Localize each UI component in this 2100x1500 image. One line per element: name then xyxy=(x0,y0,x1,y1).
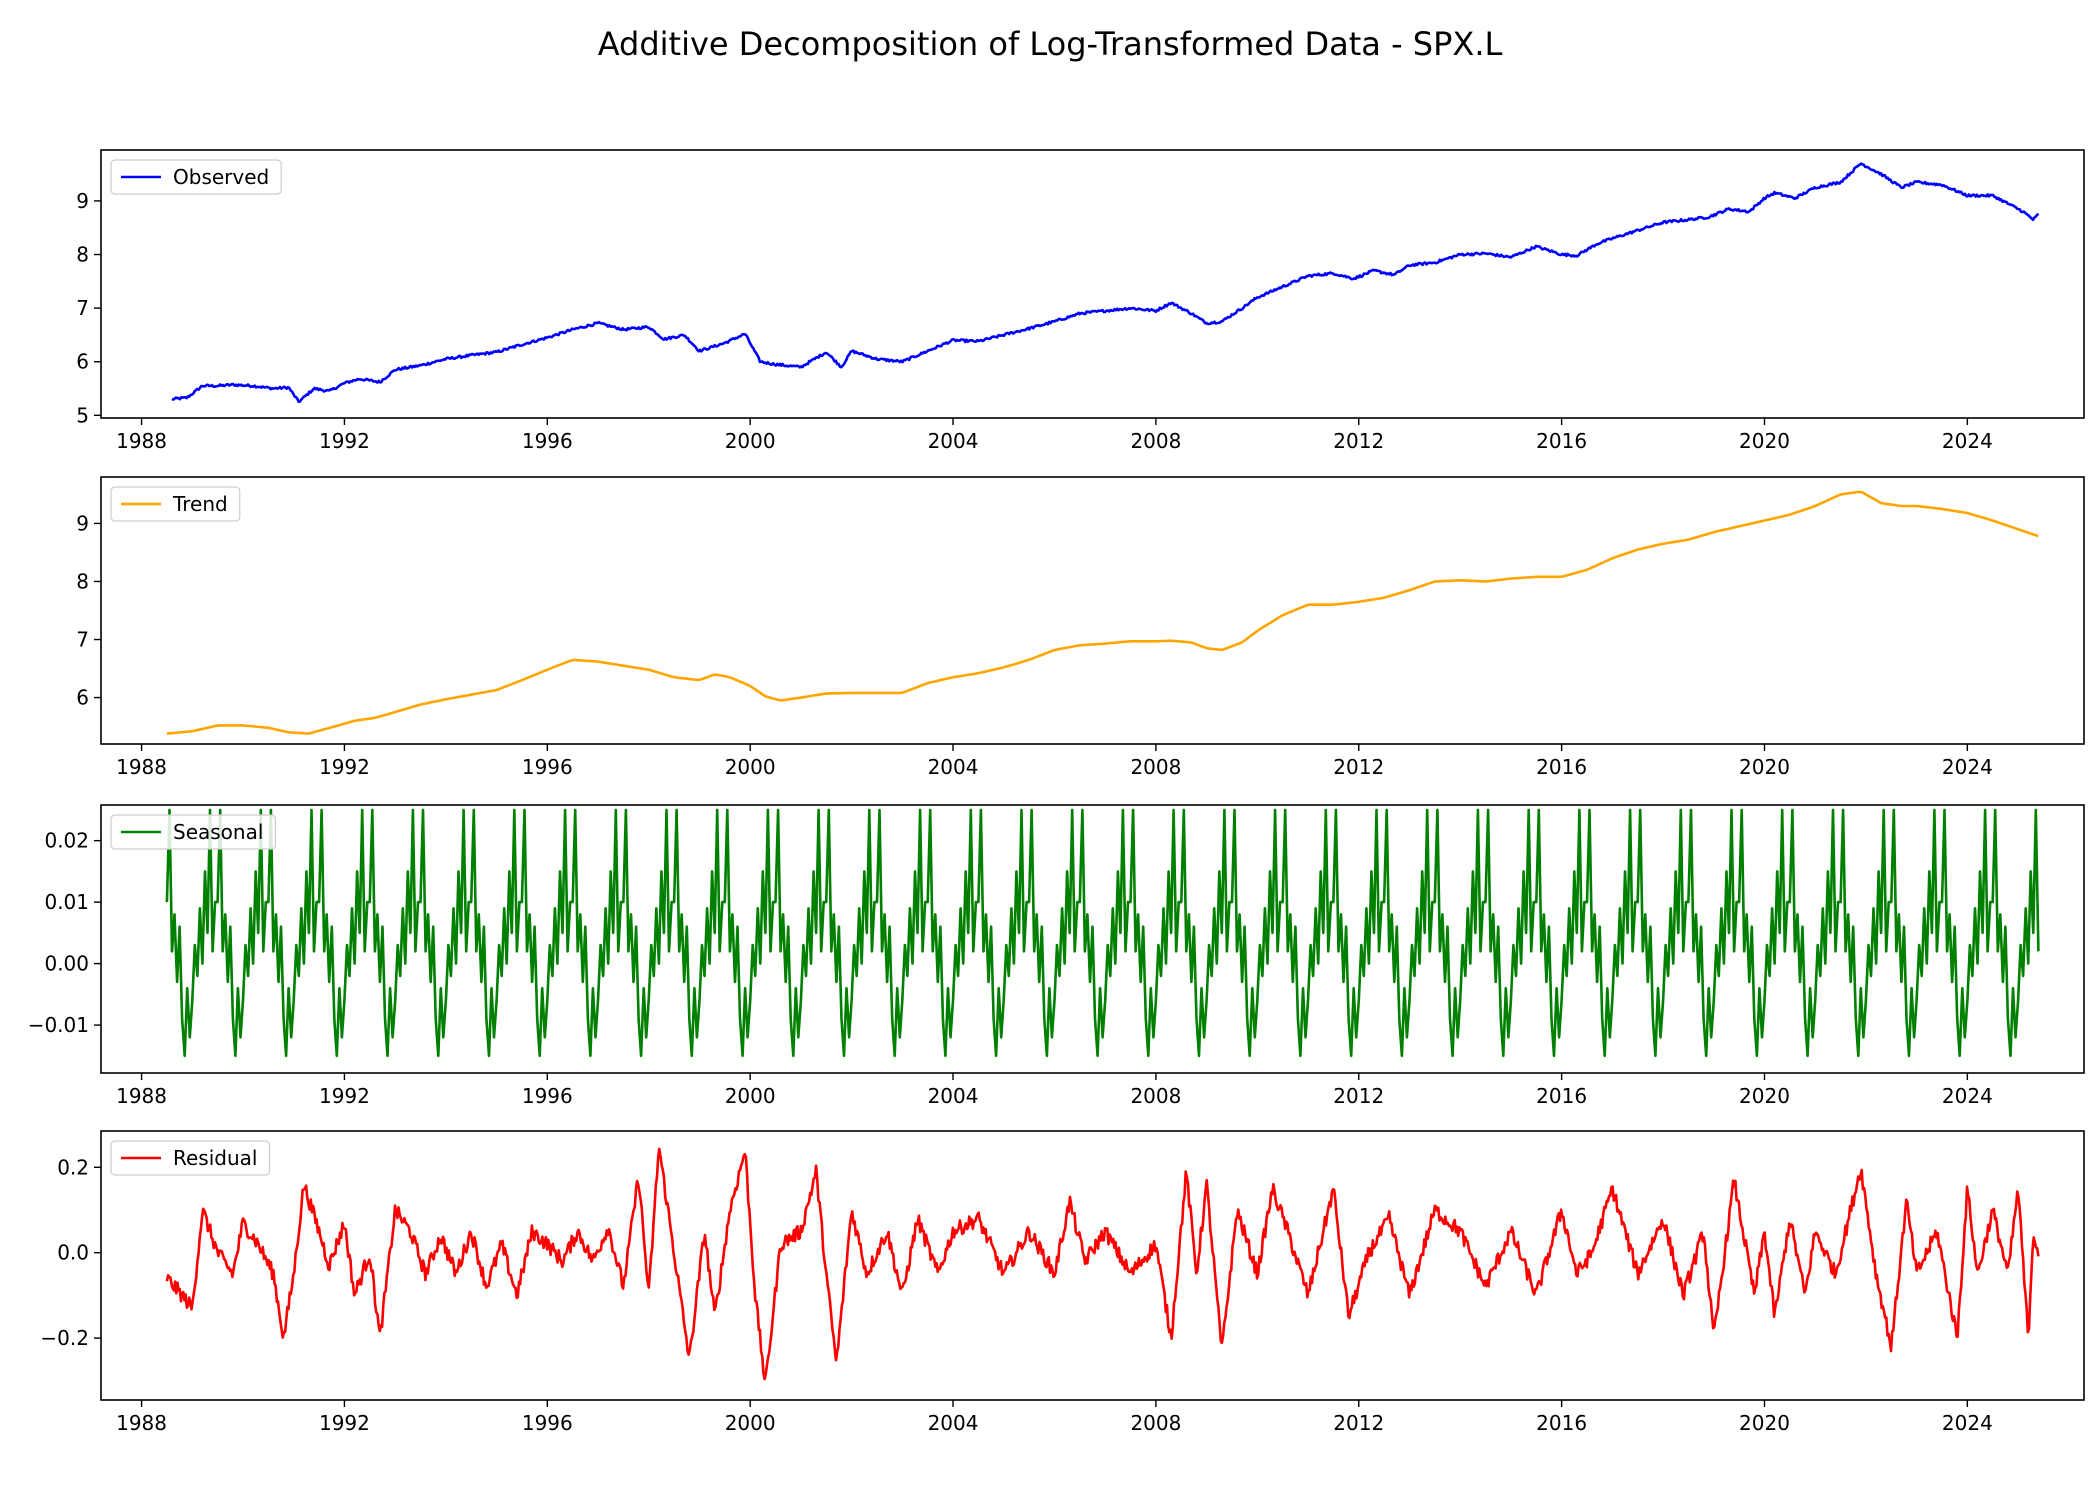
y-tick-label: 0.00 xyxy=(44,952,89,976)
legend-label: Trend xyxy=(172,492,228,516)
x-tick-label: 1992 xyxy=(319,429,370,453)
x-tick-label: 2004 xyxy=(928,1411,979,1435)
x-tick-label: 1992 xyxy=(319,1084,370,1108)
y-tick-label: 0.0 xyxy=(57,1241,89,1265)
x-tick-label: 2024 xyxy=(1942,429,1993,453)
x-tick-label: 1996 xyxy=(522,429,573,453)
x-tick-label: 2012 xyxy=(1333,755,1384,779)
legend-label: Seasonal xyxy=(173,820,263,844)
x-tick-label: 2000 xyxy=(725,1411,776,1435)
x-tick-label: 2020 xyxy=(1739,1411,1790,1435)
axes-frame-trend xyxy=(100,476,2085,745)
series-line-seasonal xyxy=(165,808,2040,1058)
axes-frame-observed xyxy=(100,149,2085,419)
panel-seasonal: 1988 1992 1996 2000 2004 2008 2012 2016 2020 2024… xyxy=(28,804,2085,1108)
x-tick-label: 2020 xyxy=(1739,755,1790,779)
legend-trend: Trend xyxy=(110,486,241,522)
x-tick-label: 1996 xyxy=(522,1411,573,1435)
x-tick-label: 2008 xyxy=(1130,1084,1181,1108)
y-tick-label: −0.01 xyxy=(28,1013,89,1037)
y-tick-label: 6 xyxy=(76,686,89,710)
x-tick-label: 2016 xyxy=(1536,755,1587,779)
panel-residual: 1988 1992 1996 2000 2004 2008 2012 2016 2020 2024… xyxy=(40,1130,2085,1435)
x-tick-label: 1988 xyxy=(116,429,167,453)
legend-label: Residual xyxy=(173,1146,257,1170)
x-tick-label: 2020 xyxy=(1739,1084,1790,1108)
y-tick-label: 8 xyxy=(76,569,89,593)
panel-trend: 1988 1992 1996 2000 2004 2008 2012 2016 2020 2024… xyxy=(76,476,2085,779)
x-tick-label: 2016 xyxy=(1536,1084,1587,1108)
x-tick-label: 2000 xyxy=(725,429,776,453)
y-tick-label: 9 xyxy=(76,189,89,213)
x-tick-label: 2004 xyxy=(928,755,979,779)
y-tick-label: 5 xyxy=(76,403,89,427)
x-tick-label: 2012 xyxy=(1333,429,1384,453)
x-tick-label: 2024 xyxy=(1942,1411,1993,1435)
x-tick-label: 1992 xyxy=(319,1411,370,1435)
x-tick-label: 2024 xyxy=(1942,1084,1993,1108)
legend-label: Observed xyxy=(173,165,269,189)
y-tick-label: −0.2 xyxy=(40,1326,89,1350)
x-tick-label: 1988 xyxy=(116,1411,167,1435)
legend-observed: Observed xyxy=(110,159,282,195)
y-tick-label: 0.01 xyxy=(44,890,89,914)
x-tick-label: 2004 xyxy=(928,1084,979,1108)
legend-seasonal: Seasonal xyxy=(110,814,277,850)
series-line-trend xyxy=(166,490,2039,735)
axes-frame-seasonal xyxy=(100,804,2085,1074)
x-tick-label: 1988 xyxy=(116,1084,167,1108)
x-tick-label: 2016 xyxy=(1536,429,1587,453)
x-tick-label: 2012 xyxy=(1333,1411,1384,1435)
x-tick-label: 1996 xyxy=(522,755,573,779)
x-tick-label: 2020 xyxy=(1739,429,1790,453)
series-line-observed xyxy=(171,162,2040,403)
y-tick-label: 0.2 xyxy=(57,1155,89,1179)
x-tick-label: 2024 xyxy=(1942,755,1993,779)
y-tick-label: 0.02 xyxy=(44,829,89,853)
legend-box xyxy=(110,159,282,195)
x-tick-label: 2008 xyxy=(1130,1411,1181,1435)
x-tick-label: 1992 xyxy=(319,755,370,779)
legend-residual: Residual xyxy=(110,1140,271,1176)
y-tick-label: 7 xyxy=(76,296,89,320)
y-tick-label: 6 xyxy=(76,350,89,374)
x-tick-label: 1988 xyxy=(116,755,167,779)
x-tick-label: 2008 xyxy=(1130,429,1181,453)
x-tick-label: 2008 xyxy=(1130,755,1181,779)
series-line-residual xyxy=(165,1147,2040,1381)
y-tick-label: 9 xyxy=(76,511,89,535)
panel-observed: 1988 1992 1996 2000 2004 2008 2012 2016 2020 2024… xyxy=(76,149,2085,453)
legend-box xyxy=(110,1140,271,1176)
x-tick-label: 2016 xyxy=(1536,1411,1587,1435)
legend-box xyxy=(110,814,277,850)
figure-title: Additive Decomposition of Log-Transforme… xyxy=(598,25,1503,63)
y-tick-label: 8 xyxy=(76,243,89,267)
x-tick-label: 1996 xyxy=(522,1084,573,1108)
legend-box xyxy=(110,486,241,522)
axes-frame-residual xyxy=(100,1130,2085,1401)
y-tick-label: 7 xyxy=(76,628,89,652)
x-tick-label: 2000 xyxy=(725,755,776,779)
x-tick-label: 2004 xyxy=(928,429,979,453)
x-tick-label: 2000 xyxy=(725,1084,776,1108)
x-tick-label: 2012 xyxy=(1333,1084,1384,1108)
